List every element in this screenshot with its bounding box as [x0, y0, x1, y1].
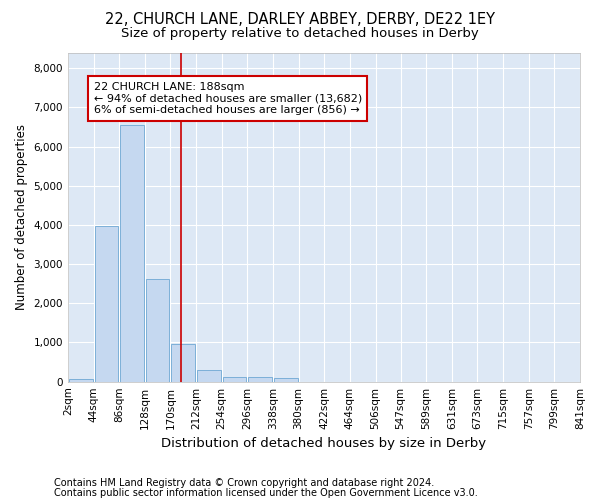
Text: Contains public sector information licensed under the Open Government Licence v3: Contains public sector information licen… [54, 488, 478, 498]
Bar [274, 378, 298, 382]
Bar [69, 379, 92, 382]
Bar [146, 279, 169, 382]
Bar [197, 370, 221, 382]
Bar [172, 344, 195, 382]
X-axis label: Distribution of detached houses by size in Derby: Distribution of detached houses by size … [161, 437, 487, 450]
Bar [120, 124, 144, 382]
Text: 22, CHURCH LANE, DARLEY ABBEY, DERBY, DE22 1EY: 22, CHURCH LANE, DARLEY ABBEY, DERBY, DE… [105, 12, 495, 28]
Bar [248, 378, 272, 382]
Text: Size of property relative to detached houses in Derby: Size of property relative to detached ho… [121, 28, 479, 40]
Text: 22 CHURCH LANE: 188sqm
← 94% of detached houses are smaller (13,682)
6% of semi-: 22 CHURCH LANE: 188sqm ← 94% of detached… [94, 82, 362, 115]
Text: Contains HM Land Registry data © Crown copyright and database right 2024.: Contains HM Land Registry data © Crown c… [54, 478, 434, 488]
Bar [223, 376, 247, 382]
Bar [95, 226, 118, 382]
Y-axis label: Number of detached properties: Number of detached properties [15, 124, 28, 310]
